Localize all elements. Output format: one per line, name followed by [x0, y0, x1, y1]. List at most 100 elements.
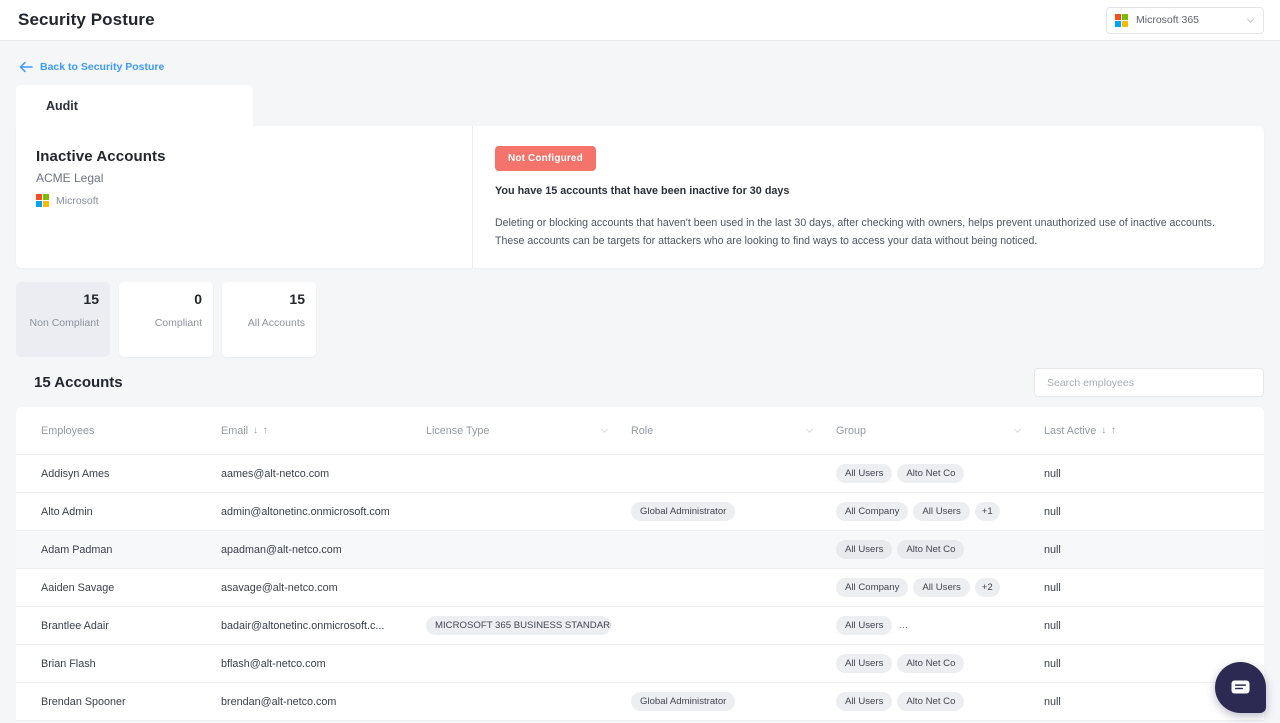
column-label: Email — [221, 424, 248, 437]
chip: Alto Net Co — [897, 654, 965, 673]
cell-email: admin@altonetinc.onmicrosoft.com — [221, 505, 390, 518]
chip: All Users — [913, 502, 970, 521]
microsoft-logo-icon — [1115, 13, 1128, 27]
chip: Global Administrator — [631, 692, 736, 711]
stat-card-all-accounts[interactable]: 15 All Accounts — [222, 282, 316, 357]
stat-value: 15 — [289, 291, 305, 307]
page-title: Security Posture — [18, 10, 155, 29]
info-title: Inactive Accounts — [36, 148, 166, 165]
chevron-down-icon[interactable] — [600, 426, 609, 435]
column-header-employees[interactable]: Employees — [16, 425, 221, 437]
cell-employee: Brian Flash — [41, 657, 96, 670]
chip: All Users — [913, 578, 970, 597]
column-header-role[interactable]: Role — [631, 425, 836, 437]
cell-group: All Company All Users +1 — [836, 502, 1044, 521]
more-groups-ellipsis[interactable]: ... — [899, 620, 908, 631]
chip: Alto Net Co — [897, 464, 965, 483]
column-label: Group — [836, 424, 867, 437]
stat-label: All Accounts — [247, 317, 305, 329]
table-body: Addisyn Ames aames@alt-netco.com All Users… — [16, 455, 1264, 721]
chevron-down-icon[interactable] — [805, 426, 814, 435]
back-link-label: Back to Security Posture — [40, 61, 165, 73]
cell-group: All Users Alto Net Co — [836, 692, 1044, 711]
cell-employee: Alto Admin — [41, 505, 93, 518]
column-header-email[interactable]: Email ↓ ↑ — [221, 425, 426, 437]
cell-last-active: null — [1044, 581, 1061, 594]
cell-employee: Addisyn Ames — [41, 467, 110, 480]
chip: All Users — [836, 540, 893, 559]
cell-email: brendan@alt-netco.com — [221, 695, 337, 708]
stat-card-compliant[interactable]: 0 Compliant — [119, 282, 213, 357]
back-to-security-posture-link[interactable]: Back to Security Posture — [16, 41, 164, 85]
sort-arrows-icon[interactable]: ↓ ↑ — [253, 425, 269, 436]
table-row[interactable]: Brendan Spooner brendan@alt-netco.com Glob… — [16, 683, 1264, 721]
cell-license-type: MICROSOFT 365 BUSINESS STANDARD — [426, 616, 631, 635]
table-row[interactable]: Brantlee Adair badair@altonetinc.onmicros… — [16, 607, 1264, 645]
table-row[interactable]: Addisyn Ames aames@alt-netco.com All Users… — [16, 455, 1264, 493]
cell-last-active: null — [1044, 695, 1061, 708]
cell-group: All Users Alto Net Co — [836, 654, 1044, 673]
info-card-left: Inactive Accounts ACME Legal Microsoft — [16, 126, 472, 268]
tenant-label: Microsoft 365 — [1136, 14, 1200, 26]
page-body: Back to Security Posture Audit Inactive … — [0, 41, 1280, 723]
info-description: Deleting or blocking accounts that haven… — [495, 217, 1215, 248]
cell-email: bflash@alt-netco.com — [221, 657, 326, 670]
stat-value: 0 — [194, 291, 202, 307]
chip: Alto Net Co — [897, 540, 965, 559]
cell-group: All Users Alto Net Co — [836, 464, 1044, 483]
info-card-right: Not Configured You have 15 accounts that… — [472, 126, 1264, 268]
chip: All Users — [836, 464, 893, 483]
chip: Global Administrator — [631, 502, 736, 521]
cell-email: apadman@alt-netco.com — [221, 543, 342, 556]
cell-group: All Users... — [836, 616, 1044, 635]
cell-last-active: null — [1044, 467, 1061, 480]
tenant-selector[interactable]: Microsoft 365 — [1106, 6, 1264, 34]
sort-arrows-icon[interactable]: ↓ ↑ — [1101, 425, 1117, 436]
column-label: License Type — [426, 424, 490, 437]
cell-employee: Aaiden Savage — [41, 581, 115, 594]
chat-bubble-icon — [1231, 680, 1250, 693]
chip: +1 — [974, 502, 1000, 521]
stat-label: Non Compliant — [29, 317, 99, 329]
chevron-down-icon[interactable] — [1013, 426, 1022, 435]
cell-email: asavage@alt-netco.com — [221, 581, 338, 594]
cell-role: Global Administrator — [631, 502, 836, 521]
cell-email: aames@alt-netco.com — [221, 467, 330, 480]
column-header-group[interactable]: Group — [836, 425, 1044, 437]
chip: +2 — [974, 578, 1000, 597]
table-row[interactable]: Brian Flash bflash@alt-netco.com All Users… — [16, 645, 1264, 683]
chip: All Company — [836, 502, 909, 521]
tab-audit[interactable]: Audit — [16, 85, 253, 126]
tab-bar: Audit — [16, 85, 1264, 126]
status-badge: Not Configured — [495, 146, 596, 171]
accounts-toolbar: 15 Accounts — [16, 368, 1264, 397]
cell-last-active: null — [1044, 505, 1061, 518]
chip: All Users — [836, 692, 893, 711]
table-row[interactable]: Adam Padman apadman@alt-netco.com All User… — [16, 531, 1264, 569]
cell-employee: Brendan Spooner — [41, 695, 126, 708]
table-row[interactable]: Aaiden Savage asavage@alt-netco.com All Co… — [16, 569, 1264, 607]
column-header-license-type[interactable]: License Type — [426, 425, 631, 437]
accounts-heading: 15 Accounts — [34, 374, 123, 391]
column-label: Employees — [41, 424, 95, 437]
column-label: Role — [631, 424, 654, 437]
cell-email: badair@altonetinc.onmicrosoft.c... — [221, 619, 385, 632]
app-header: Security Posture Microsoft 365 — [0, 0, 1280, 41]
chevron-down-icon — [1247, 18, 1254, 23]
column-header-last-active[interactable]: Last Active ↓ ↑ — [1044, 425, 1234, 437]
info-subtitle: ACME Legal — [36, 171, 104, 185]
arrow-left-icon — [19, 61, 33, 73]
cell-group: All Company All Users +2 — [836, 578, 1044, 597]
stat-card-non-compliant[interactable]: 15 Non Compliant — [16, 282, 110, 357]
stat-cards: 15 Non Compliant 0 Compliant 15 All Acco… — [16, 282, 1264, 357]
vendor-label: Microsoft — [56, 194, 99, 207]
chip: All Users — [836, 654, 893, 673]
chat-button[interactable] — [1215, 662, 1266, 713]
cell-last-active: null — [1044, 657, 1061, 670]
table-row[interactable]: Alto Admin admin@altonetinc.onmicrosoft.c… — [16, 493, 1264, 531]
inactive-accounts-info-card: Inactive Accounts ACME Legal Microsoft N… — [16, 126, 1264, 268]
cell-role: Global Administrator — [631, 692, 836, 711]
info-lead-text: You have 15 accounts that have been inac… — [495, 185, 790, 197]
search-employees-input[interactable] — [1034, 368, 1264, 397]
cell-employee: Brantlee Adair — [41, 619, 109, 632]
